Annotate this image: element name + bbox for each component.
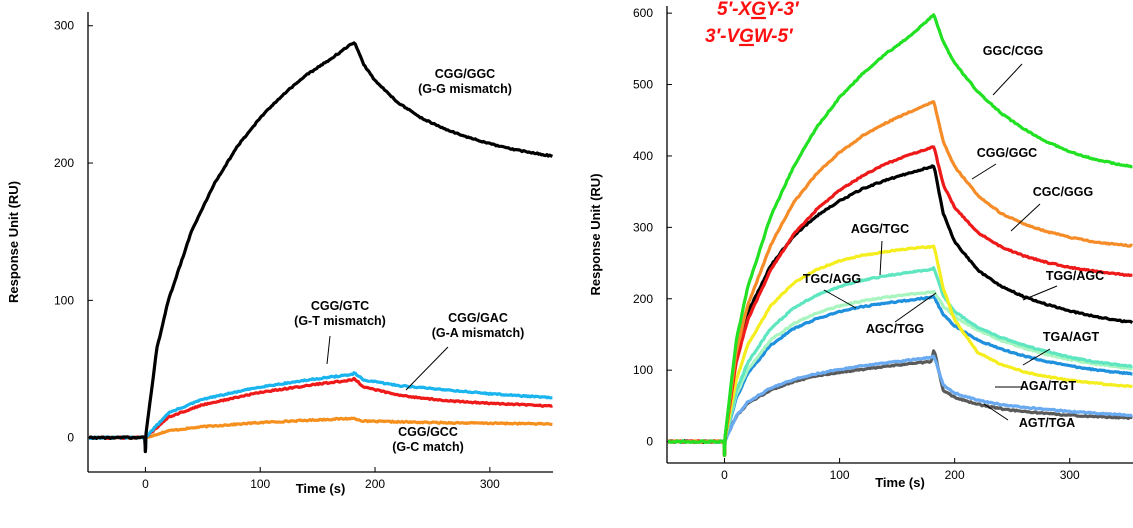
y-tick-label: 300	[633, 220, 653, 234]
x-tick-label: 100	[250, 477, 270, 491]
x-axis-title: Time (s)	[875, 475, 925, 490]
x-tick-label: 200	[365, 477, 385, 491]
series-label-tgc-agg: TGC/AGG	[803, 272, 861, 286]
sequence-label: 3′-VGW-5′	[705, 26, 794, 47]
x-tick-label: 100	[830, 468, 850, 482]
series-line-cgg-ggc	[89, 41, 554, 454]
y-tick-label: 0	[646, 435, 653, 449]
series-label-aga-tgt: AGA/TGT	[1020, 379, 1077, 393]
x-tick-label: 200	[945, 468, 965, 482]
series-line-tgc-agg	[668, 266, 1133, 457]
series-line-agc-tgg	[668, 354, 1133, 457]
x-tick-label: 0	[142, 477, 149, 491]
series-label-cgg-ggc: CGG/GGC	[977, 146, 1037, 160]
y-axis-title: Response Unit (RU)	[588, 173, 603, 295]
y-tick-label: 100	[633, 363, 653, 377]
series-line-tgg-agc	[668, 164, 1133, 457]
series-label-agc-tgg: AGC/TGG	[866, 322, 924, 336]
x-tick-label: 0	[721, 468, 728, 482]
y-axis-title: Response Unit (RU)	[6, 181, 21, 303]
sequence-label: 5′-XGY-3′	[717, 0, 800, 20]
annotation-leader-cgc-ggg	[1010, 203, 1041, 232]
y-tick-label: 0	[67, 431, 74, 445]
x-tick-label: 300	[480, 477, 500, 491]
series-label-cgg-gac: (G-A mismatch)	[432, 326, 525, 340]
y-tick-label: 100	[54, 293, 74, 307]
x-axis-title: Time (s)	[296, 481, 346, 496]
annotation-leader-agg-tgc	[879, 240, 883, 276]
series-label-agt-tga: AGT/TGA	[1019, 416, 1075, 430]
series-line-cgc-ggg	[668, 145, 1133, 457]
series-label-agg-tgc: AGG/TGC	[851, 222, 909, 236]
annotation-leader-tgc-agg	[823, 289, 857, 309]
series-label-cgc-ggg: CGC/GGG	[1033, 185, 1093, 199]
series-label-tgg-agc: TGG/AGC	[1046, 269, 1104, 283]
series-label-cgg-gac: CGG/GAC	[448, 311, 508, 325]
series-line-tga-agt	[668, 295, 1133, 457]
series-label-tga-agt: TGA/AGT	[1043, 330, 1100, 344]
y-tick-label: 200	[54, 156, 74, 170]
y-tick-label: 200	[633, 292, 653, 306]
y-tick-label: 300	[54, 19, 74, 33]
annotation-leader-cgg-gtc	[326, 335, 331, 365]
series-line-cgg-gtc	[89, 371, 553, 454]
series-line-agg-tgc	[668, 244, 1133, 457]
annotation-leader-cgg-gac	[405, 346, 449, 391]
x-tick-label: 300	[1060, 468, 1080, 482]
y-tick-label: 600	[633, 6, 653, 20]
series-line-cgg-gcc	[89, 416, 553, 454]
annotation-leader-agt-tga	[983, 403, 1009, 421]
chart-right: 0 100 200 300 400 500 600 0 100 200 300 Time (s) Res…	[588, 0, 1133, 490]
series-label-cgg-gtc: CGG/GTC	[311, 299, 369, 313]
series-label-cgg-ggc: CGG/GGC	[435, 67, 495, 81]
y-tick-label: 500	[633, 78, 653, 92]
series-label-cgg-gcc: (G-C match)	[392, 440, 464, 454]
annotation-leader-tga-agt	[1022, 348, 1051, 366]
y-tick-label: 400	[633, 149, 653, 163]
series-label-cgg-gcc: CGG/GCC	[398, 425, 458, 439]
series-label-ggc-cgg: GGC/CGG	[983, 44, 1043, 58]
series-line-cgg-ggc	[668, 100, 1133, 457]
annotation-leader-agc-tgg	[894, 292, 937, 323]
series-line-cgg-gac	[89, 376, 553, 454]
series-line-ggc-cgg	[668, 13, 1133, 457]
series-label-cgg-gtc: (G-T mismatch)	[294, 314, 386, 328]
chart-left: 0 100 200 300 0 100 200 300 Time (s) Response Uni…	[6, 12, 554, 496]
series-line-aga-tgt	[668, 289, 1133, 457]
annotation-leader-ggc-cgg	[992, 63, 1023, 96]
annotation-leader-tgg-agc	[1022, 285, 1058, 301]
series-label-cgg-ggc: (G-G mismatch)	[418, 82, 512, 96]
annotation-leader-cgg-ggc	[971, 163, 997, 180]
